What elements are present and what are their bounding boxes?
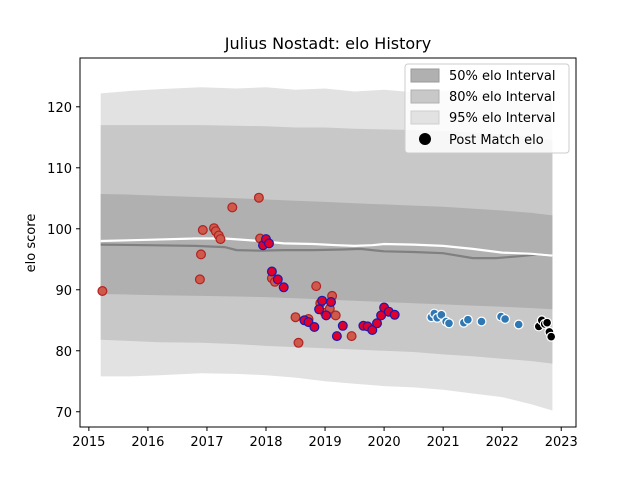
x-tick-label: 2019 xyxy=(309,435,342,450)
x-tick-label: 2021 xyxy=(427,435,460,450)
data-point xyxy=(326,297,337,308)
legend-swatch-80 xyxy=(410,89,440,104)
y-tick-label: 110 xyxy=(47,162,72,177)
data-point xyxy=(272,274,283,285)
post-match-points xyxy=(97,192,557,348)
y-tick-label: 90 xyxy=(55,284,72,299)
data-point xyxy=(346,331,357,342)
legend-box xyxy=(404,63,570,154)
data-point xyxy=(321,310,332,321)
elo-line-0 xyxy=(100,243,553,260)
data-point xyxy=(462,314,473,325)
data-point xyxy=(227,202,238,213)
y-tick-label: 120 xyxy=(47,101,72,116)
data-point xyxy=(278,282,289,293)
x-tick-label: 2016 xyxy=(131,435,164,450)
data-point xyxy=(197,225,208,236)
x-tick-label: 2015 xyxy=(72,435,105,450)
data-point xyxy=(290,312,301,323)
data-point xyxy=(309,322,320,333)
data-point xyxy=(264,238,275,249)
axis-ticks: 2015 2016 2017 2018 2019 2020 2021 2022 2023 70 80… xyxy=(47,101,578,450)
data-point xyxy=(444,318,455,329)
data-point xyxy=(266,266,277,277)
data-point xyxy=(542,317,553,328)
data-point xyxy=(436,309,447,320)
x-tick-label: 2023 xyxy=(545,435,578,450)
data-point xyxy=(546,331,557,342)
legend-label-80: 80% elo Interval xyxy=(449,90,556,105)
data-point xyxy=(331,331,342,342)
x-tick-label: 2017 xyxy=(190,435,223,450)
y-tick-label: 70 xyxy=(55,406,72,421)
y-tick-label: 100 xyxy=(47,223,72,238)
data-point xyxy=(500,314,511,325)
legend-swatch-95 xyxy=(410,110,440,125)
data-point xyxy=(367,325,378,336)
data-point xyxy=(311,281,322,292)
legend-label-50: 50% elo Interval xyxy=(449,69,556,84)
data-point xyxy=(372,318,383,329)
chart-title: Julius Nostadt: elo History xyxy=(224,34,431,53)
data-point xyxy=(215,234,226,245)
legend-label-post-match: Post Match elo xyxy=(449,133,544,148)
x-tick-label: 2022 xyxy=(486,435,519,450)
data-point xyxy=(293,337,304,348)
legend: 50% elo Interval 80% elo Interval 95% el… xyxy=(404,63,570,154)
y-tick-label: 80 xyxy=(55,345,72,360)
data-point xyxy=(337,320,348,331)
legend-label-95: 95% elo Interval xyxy=(449,111,556,126)
data-point xyxy=(253,192,264,203)
data-point xyxy=(330,310,341,321)
x-tick-label: 2020 xyxy=(368,435,401,450)
x-tick-label: 2018 xyxy=(249,435,282,450)
data-point xyxy=(389,309,400,320)
legend-marker-post-match xyxy=(419,133,431,145)
data-point xyxy=(97,286,108,297)
band-p50 xyxy=(100,194,553,310)
y-axis-label: elo score xyxy=(24,214,39,273)
data-point xyxy=(196,249,207,260)
data-point xyxy=(476,316,487,327)
plot-frame xyxy=(79,57,577,428)
data-point xyxy=(513,319,524,330)
data-point xyxy=(194,274,205,285)
data-point xyxy=(317,295,328,306)
data-point xyxy=(314,304,325,315)
legend-swatch-50 xyxy=(410,68,440,83)
